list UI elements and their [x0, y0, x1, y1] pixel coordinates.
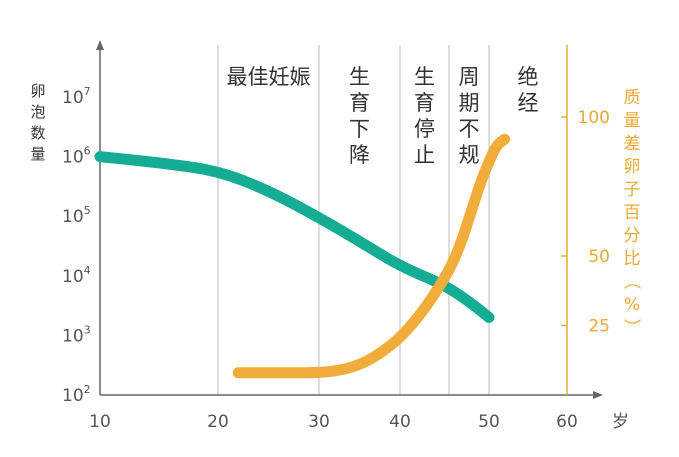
- band-dividers: [217, 45, 490, 395]
- right-axis-label-char: 量: [624, 111, 641, 131]
- right-axis-label-char: （: [621, 273, 641, 290]
- tick-labels: 10 20 30 40 50 60 102 103 104 105 106 107 25 50 100: [62, 85, 610, 432]
- x-tick-label: 10: [89, 412, 111, 432]
- x-axis-arrow: [593, 391, 603, 399]
- band-label-char: 下: [349, 117, 370, 141]
- band-label-char: 止: [414, 143, 435, 167]
- series-group: [94, 133, 511, 379]
- right-tick-label: 100: [578, 108, 610, 128]
- band-label: 绝经: [518, 65, 539, 115]
- right-axis-label-char: ）: [621, 319, 641, 336]
- y-axis-label-char: 数: [30, 124, 45, 142]
- band-label-char: 生: [349, 65, 370, 89]
- band-label-char: 周: [458, 65, 479, 89]
- band-label-char: 停: [414, 117, 435, 141]
- y-axis-label-char: 泡: [30, 103, 45, 121]
- x-tick-label: 20: [207, 412, 229, 432]
- right-axis-label-char: 卵: [624, 157, 641, 177]
- poor-quality-line: [232, 133, 511, 379]
- right-axis-label-char: 质: [624, 88, 641, 108]
- band-label-char: 经: [518, 91, 539, 115]
- band-label: 最佳妊娠: [227, 65, 311, 89]
- y-tick-label: 106: [62, 145, 91, 168]
- band-label-char: 育: [414, 91, 435, 115]
- band-label-char: 不: [458, 117, 479, 141]
- band-label-char: 规: [458, 143, 479, 167]
- band-label-char: 育: [349, 91, 370, 115]
- right-axis-label-char: 分: [624, 226, 641, 246]
- band-label-char: 期: [458, 91, 479, 115]
- right-axis-label-char: 比: [624, 249, 641, 269]
- x-tick-label: 60: [556, 412, 578, 432]
- y-tick-label: 102: [62, 383, 91, 406]
- follicle-count-line: [94, 151, 495, 323]
- right-axis-label-char: %: [624, 295, 640, 315]
- x-tick-label: 30: [308, 412, 330, 432]
- y-tick-label: 103: [62, 323, 91, 346]
- x-tick-label: 50: [478, 412, 500, 432]
- right-tick-label: 25: [588, 317, 610, 337]
- right-axis-label-char: 百: [624, 203, 641, 223]
- y-tick-label: 104: [62, 264, 91, 287]
- band-label-char: 生: [414, 65, 435, 89]
- band-label-char: 降: [349, 143, 370, 167]
- right-axis-label-char: 差: [624, 134, 641, 154]
- y-axis-arrow: [96, 40, 104, 50]
- x-tick-label: 40: [389, 412, 411, 432]
- y-axis-label-char: 卵: [30, 82, 45, 100]
- y-tick-label: 105: [62, 204, 91, 227]
- right-tick-label: 50: [588, 247, 610, 267]
- axes: [96, 40, 603, 399]
- y-tick-label: 107: [62, 85, 91, 108]
- y-axis-label-char: 量: [30, 145, 45, 163]
- right-axis-label-char: 子: [624, 180, 641, 200]
- x-axis-label: 岁: [612, 412, 629, 432]
- band-label-char: 绝: [518, 65, 539, 89]
- band-label-text: 最佳妊娠: [227, 65, 311, 89]
